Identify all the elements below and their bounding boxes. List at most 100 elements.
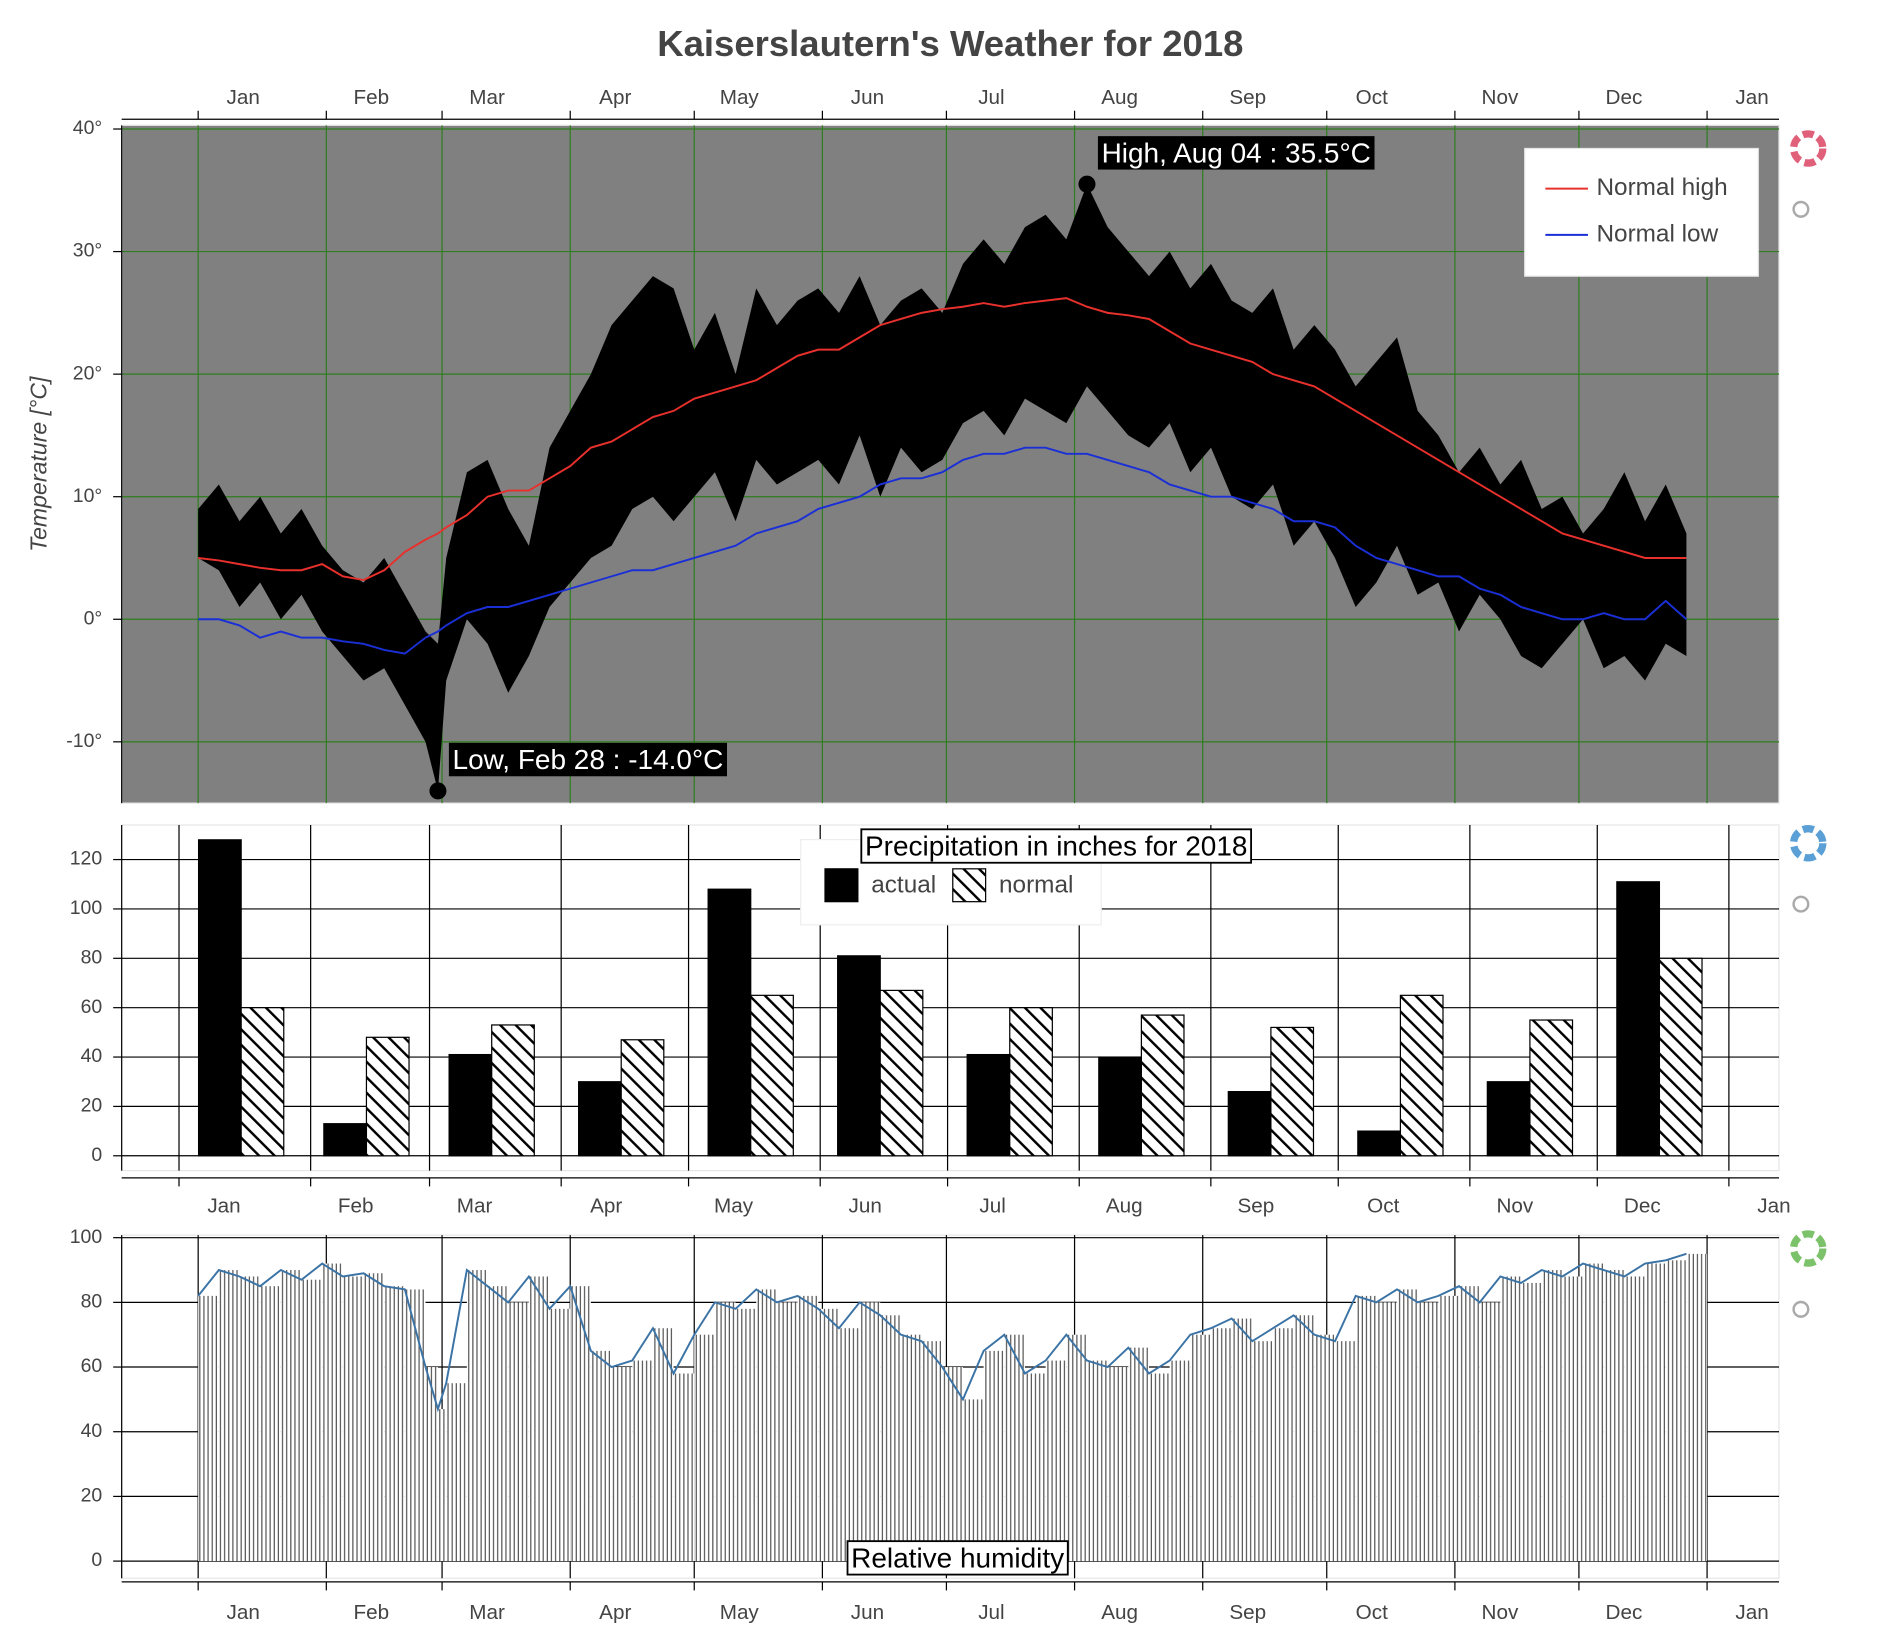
x-tick-label: Apr	[599, 86, 631, 109]
humidity-line	[197, 1252, 1687, 1413]
x-tick-label: Jan	[227, 86, 260, 109]
precip-bar	[837, 955, 881, 1157]
hover-icon[interactable]	[1792, 1300, 1810, 1318]
humidity-bar	[260, 1286, 281, 1562]
precip-bar	[1486, 1081, 1531, 1157]
humidity-bar	[322, 1263, 343, 1562]
y-tick-label: 20	[81, 1485, 103, 1507]
precip-bar	[448, 1053, 493, 1157]
logo-icon[interactable]	[1789, 1230, 1827, 1267]
humidity-bar	[1438, 1295, 1460, 1562]
annotation-box	[448, 742, 728, 777]
x-tick-label: Sep	[1237, 1195, 1274, 1218]
x-tick-label: Jan	[1735, 86, 1768, 109]
humidity-bar	[859, 1302, 881, 1562]
humidity-bar	[880, 1315, 901, 1562]
y-tick-label: 40	[81, 1045, 103, 1067]
precip-bar	[1357, 1130, 1402, 1157]
x-tick-label: Jul	[979, 1195, 1005, 1218]
humidity-bar	[384, 1286, 405, 1562]
extreme-marker	[1078, 175, 1096, 193]
x-tick-label: Jun	[851, 86, 884, 109]
precip-bar	[1616, 881, 1661, 1157]
hover-icon[interactable]	[1792, 895, 1810, 913]
precip-bar	[323, 1123, 368, 1157]
y-tick-label: 100	[70, 1226, 103, 1248]
x-tick-label: May	[720, 86, 760, 109]
humidity-bar	[983, 1350, 1005, 1562]
humidity-bar	[1024, 1373, 1046, 1562]
humidity-bar	[1107, 1367, 1129, 1562]
y-tick-label: 60	[81, 1355, 103, 1377]
precip-bar	[197, 839, 242, 1157]
humidity-bar	[838, 1328, 860, 1562]
precip-bar	[879, 989, 924, 1157]
humidity-bar	[1397, 1289, 1418, 1562]
normal-line	[198, 446, 1688, 655]
humidity-bar	[1521, 1282, 1542, 1562]
humidity-bar	[1459, 1286, 1480, 1562]
hover-icon[interactable]	[1792, 200, 1810, 218]
humidity-bar	[404, 1289, 426, 1562]
humidity-bar	[239, 1276, 261, 1562]
humidity-bar	[900, 1334, 922, 1562]
y-tick-label: 0	[91, 1144, 102, 1166]
y-tick-label: 0°	[84, 607, 103, 629]
precip-bar	[1140, 1014, 1185, 1157]
title-box	[846, 1540, 1069, 1576]
humidity-bar	[549, 1308, 571, 1562]
logo-icon[interactable]	[1789, 825, 1827, 862]
y-tick-label: 120	[70, 848, 103, 870]
x-tick-label: Nov	[1482, 1601, 1519, 1624]
precip-bar	[966, 1053, 1011, 1157]
y-tick-label: 20	[81, 1095, 103, 1117]
y-tick-label: 40	[81, 1420, 103, 1442]
legend-swatch	[824, 868, 859, 903]
humidity-bar	[437, 1409, 447, 1562]
humidity-bar	[652, 1328, 674, 1562]
humidity-bar	[1210, 1328, 1232, 1562]
x-tick-label: Jan	[227, 1601, 260, 1624]
y-tick-label: 0	[91, 1549, 102, 1571]
x-tick-label: Nov	[1482, 86, 1519, 109]
humidity-bar	[1562, 1276, 1584, 1562]
humidity-bar	[198, 1295, 219, 1562]
x-tick-label: May	[720, 1601, 760, 1624]
x-tick-label: Oct	[1356, 86, 1388, 109]
humidity-bar	[528, 1276, 550, 1562]
humidity-bar	[487, 1286, 509, 1562]
chart-title: Relative humidity	[851, 1542, 1064, 1573]
temperature-range	[198, 184, 1687, 791]
humidity-bar	[1624, 1276, 1646, 1562]
y-tick-label: 80	[81, 946, 103, 968]
humidity-bar	[342, 1276, 364, 1562]
y-tick-label: 60	[81, 996, 103, 1018]
precip-bar	[620, 1039, 665, 1157]
annotation-box	[1097, 136, 1375, 170]
humidity-bar	[756, 1289, 777, 1562]
y-tick-label: 100	[70, 897, 103, 919]
humidity-bar	[218, 1270, 240, 1562]
x-tick-label: Feb	[354, 86, 390, 109]
x-tick-label: Aug	[1101, 86, 1138, 109]
x-tick-label: Jan	[1757, 1195, 1790, 1218]
x-tick-label: Jan	[207, 1195, 240, 1218]
legend-label: Normal low	[1596, 220, 1718, 247]
x-tick-label: Jun	[851, 1601, 884, 1624]
precip-bar	[578, 1081, 622, 1157]
humidity-bar	[425, 1367, 438, 1562]
humidity-bar	[301, 1279, 323, 1562]
x-tick-label: Feb	[354, 1601, 390, 1624]
chart-title: Kaiserslautern's Weather for 2018	[657, 23, 1243, 64]
y-tick-label: 20°	[73, 362, 102, 384]
legend-label: normal	[999, 871, 1073, 898]
logo-icon[interactable]	[1789, 130, 1827, 167]
x-tick-label: Jul	[978, 86, 1004, 109]
x-tick-label: Jun	[849, 1195, 882, 1218]
annotation: Low, Feb 28 : -14.0°C	[453, 744, 724, 775]
precip-bar	[1399, 994, 1444, 1157]
x-tick-label: May	[714, 1195, 754, 1218]
humidity-bar	[1066, 1334, 1087, 1562]
toolbar	[1789, 130, 1827, 1318]
